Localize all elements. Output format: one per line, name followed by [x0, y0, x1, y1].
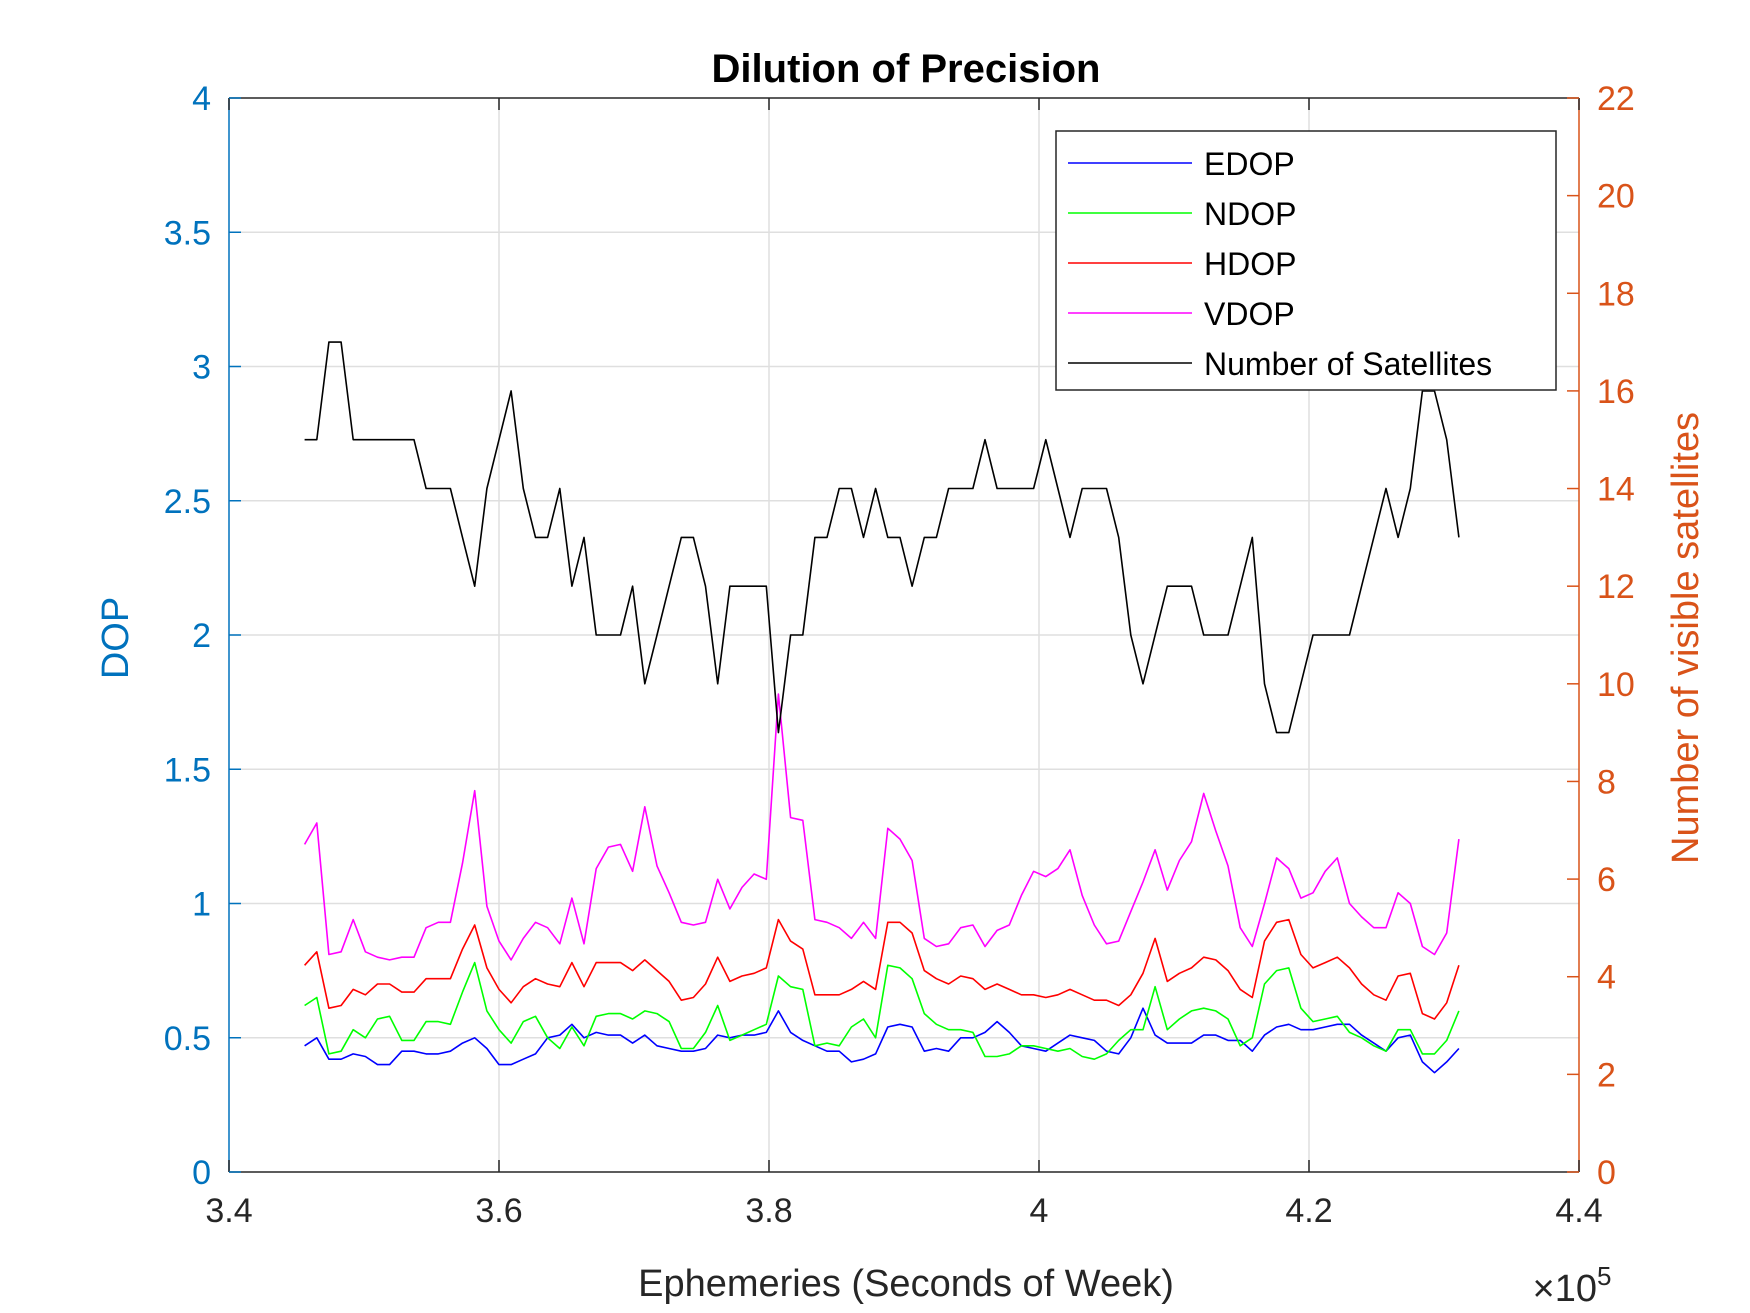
legend-box [1055, 130, 1557, 391]
legend-label-hdop: HDOP [1204, 246, 1296, 282]
y-left-tick-label: 4 [192, 80, 211, 118]
y-right-tick-label: 10 [1597, 666, 1635, 704]
y-right-axis-label: Number of visible satellites [1665, 412, 1707, 864]
y-left-tick-label: 0 [192, 1154, 211, 1192]
y-left-tick-label: 1.5 [164, 751, 211, 789]
series-line-vdop [303, 693, 1460, 961]
x-exponent-power: 5 [1597, 1261, 1611, 1291]
y-left-tick-label: 2 [192, 617, 211, 655]
y-right-tick-label: 18 [1597, 275, 1635, 313]
series-layer [303, 341, 1460, 1074]
y-right-tick-label: 2 [1597, 1056, 1616, 1094]
series-line-edop [304, 1007, 1460, 1074]
x-tick-label: 3.6 [475, 1192, 522, 1230]
x-axis-exponent: ×105 [1533, 1261, 1612, 1310]
x-tick-label: 3.4 [205, 1192, 252, 1230]
legend-label-satellites: Number of Satellites [1204, 346, 1492, 382]
x-tick-label: 4.2 [1285, 1192, 1332, 1230]
x-tick-label: 4.4 [1555, 1192, 1602, 1230]
y-right-tick-label: 12 [1597, 568, 1635, 606]
chart-title: Dilution of Precision [712, 47, 1101, 91]
legend-label-ndop: NDOP [1204, 196, 1296, 232]
x-axis-label: Ephemeries (Seconds of Week) [638, 1263, 1174, 1305]
y-left-tick-label: 0.5 [164, 1020, 211, 1058]
x-exponent-base: ×10 [1533, 1268, 1597, 1310]
y-right-tick-label: 0 [1597, 1154, 1616, 1192]
x-tick-label: 4 [1030, 1192, 1049, 1230]
y-left-axis-label: DOP [95, 597, 137, 679]
legend-label-edop: EDOP [1204, 146, 1295, 182]
y-right-tick-label: 4 [1597, 959, 1616, 997]
y-right-tick-label: 14 [1597, 471, 1635, 509]
series-line-number-of-satellites [304, 341, 1460, 734]
series-line-ndop [304, 961, 1460, 1060]
axes [228, 97, 1580, 1173]
tick-labels: 3.4 3.6 3.8 4 4.2 4.400.511.522.533.540246810… [164, 80, 1635, 1230]
y-left-tick-label: 1 [192, 886, 211, 924]
legend: EDOP NDOP HDOP VDOP Number of Satellites [1055, 130, 1557, 391]
y-left-tick-label: 2.5 [164, 483, 211, 521]
y-right-tick-label: 20 [1597, 178, 1635, 216]
x-tick-label: 3.8 [745, 1192, 792, 1230]
y-right-tick-label: 8 [1597, 763, 1616, 801]
series-line-hdop [304, 918, 1460, 1020]
y-right-tick-label: 16 [1597, 373, 1635, 411]
legend-label-vdop: VDOP [1204, 296, 1295, 332]
y-right-tick-label: 22 [1597, 80, 1635, 118]
y-left-tick-label: 3 [192, 349, 211, 387]
y-right-tick-label: 6 [1597, 861, 1616, 899]
y-left-tick-label: 3.5 [164, 214, 211, 252]
